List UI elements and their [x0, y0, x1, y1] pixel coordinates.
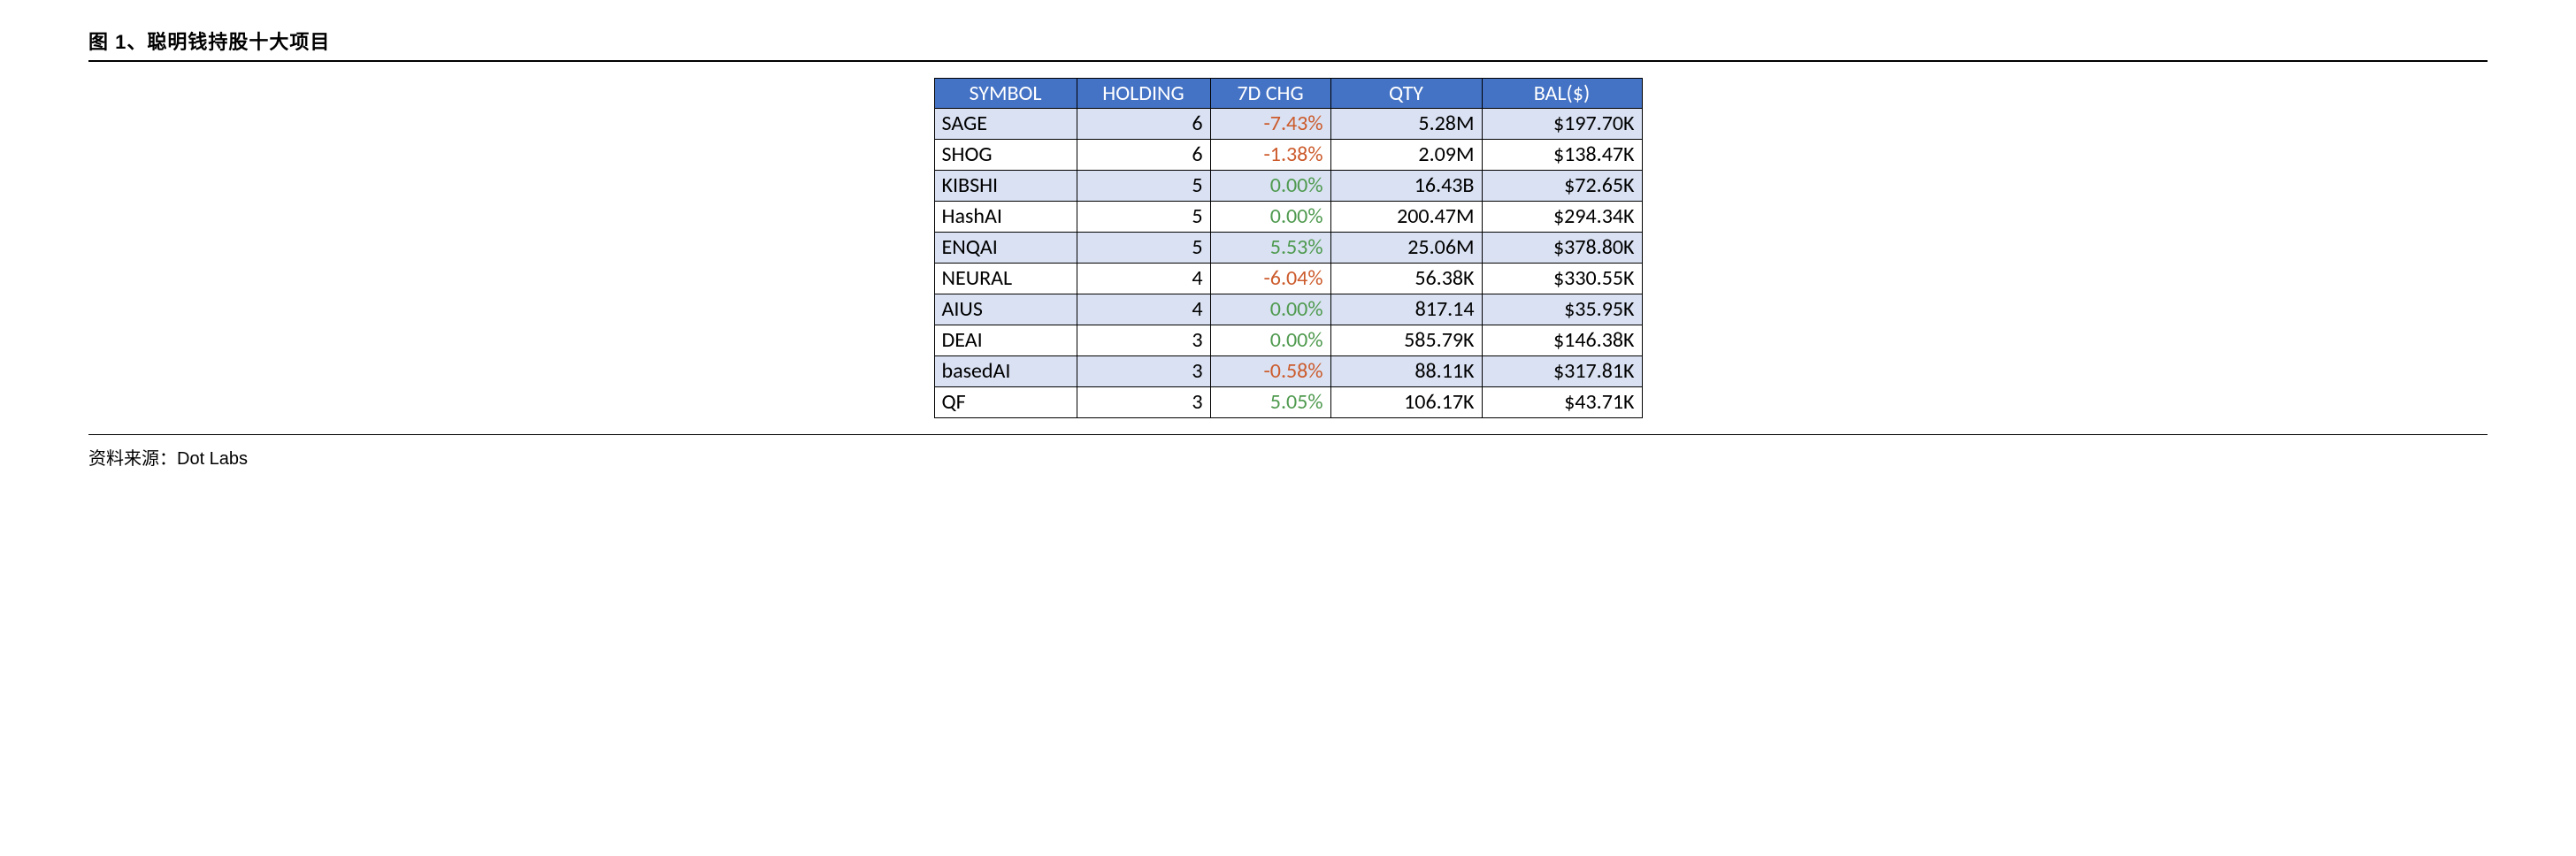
- source-value: Dot Labs: [177, 449, 248, 469]
- cell-qty: 25.06M: [1330, 233, 1482, 264]
- cell-holding: 5: [1077, 233, 1210, 264]
- cell-qty: 585.79K: [1330, 325, 1482, 356]
- cell-holding: 6: [1077, 140, 1210, 171]
- cell-symbol: SAGE: [934, 109, 1077, 140]
- cell-bal: $138.47K: [1482, 140, 1642, 171]
- cell-bal: $197.70K: [1482, 109, 1642, 140]
- cell-symbol: AIUS: [934, 294, 1077, 325]
- cell-holding: 4: [1077, 264, 1210, 294]
- col-header-bal: BAL($): [1482, 79, 1642, 109]
- cell-7d-chg: -7.43%: [1210, 109, 1330, 140]
- cell-7d-chg: 5.05%: [1210, 387, 1330, 418]
- table-row: NEURAL 4 -6.04% 56.38K $330.55K: [934, 264, 1642, 294]
- cell-bal: $72.65K: [1482, 171, 1642, 202]
- table-row: HashAI 5 0.00% 200.47M $294.34K: [934, 202, 1642, 233]
- table-row: basedAI 3 -0.58% 88.11K $317.81K: [934, 356, 1642, 387]
- table-container: SYMBOL HOLDING 7D CHG QTY BAL($) SAGE 6 …: [88, 62, 2488, 435]
- cell-qty: 5.28M: [1330, 109, 1482, 140]
- cell-bal: $378.80K: [1482, 233, 1642, 264]
- cell-symbol: NEURAL: [934, 264, 1077, 294]
- table-row: SHOG 6 -1.38% 2.09M $138.47K: [934, 140, 1642, 171]
- cell-7d-chg: -1.38%: [1210, 140, 1330, 171]
- col-header-holding: HOLDING: [1077, 79, 1210, 109]
- cell-bal: $146.38K: [1482, 325, 1642, 356]
- cell-qty: 88.11K: [1330, 356, 1482, 387]
- table-row: ENQAI 5 5.53% 25.06M $378.80K: [934, 233, 1642, 264]
- table-row: QF 3 5.05% 106.17K $43.71K: [934, 387, 1642, 418]
- cell-bal: $35.95K: [1482, 294, 1642, 325]
- cell-bal: $330.55K: [1482, 264, 1642, 294]
- cell-7d-chg: -0.58%: [1210, 356, 1330, 387]
- cell-symbol: HashAI: [934, 202, 1077, 233]
- cell-7d-chg: 0.00%: [1210, 171, 1330, 202]
- cell-holding: 3: [1077, 356, 1210, 387]
- cell-qty: 16.43B: [1330, 171, 1482, 202]
- table-row: SAGE 6 -7.43% 5.28M $197.70K: [934, 109, 1642, 140]
- cell-holding: 3: [1077, 325, 1210, 356]
- cell-7d-chg: 0.00%: [1210, 294, 1330, 325]
- cell-bal: $43.71K: [1482, 387, 1642, 418]
- figure-title: 图 1、聪明钱持股十大项目: [88, 27, 2488, 62]
- cell-symbol: basedAI: [934, 356, 1077, 387]
- cell-qty: 2.09M: [1330, 140, 1482, 171]
- holdings-table: SYMBOL HOLDING 7D CHG QTY BAL($) SAGE 6 …: [934, 78, 1643, 418]
- cell-7d-chg: 0.00%: [1210, 202, 1330, 233]
- col-header-symbol: SYMBOL: [934, 79, 1077, 109]
- source-line: 资料来源：Dot Labs: [88, 435, 2488, 470]
- table-row: DEAI 3 0.00% 585.79K $146.38K: [934, 325, 1642, 356]
- table-body: SAGE 6 -7.43% 5.28M $197.70K SHOG 6 -1.3…: [934, 109, 1642, 418]
- cell-symbol: SHOG: [934, 140, 1077, 171]
- cell-qty: 817.14: [1330, 294, 1482, 325]
- cell-bal: $317.81K: [1482, 356, 1642, 387]
- cell-holding: 4: [1077, 294, 1210, 325]
- cell-holding: 6: [1077, 109, 1210, 140]
- cell-symbol: DEAI: [934, 325, 1077, 356]
- cell-7d-chg: -6.04%: [1210, 264, 1330, 294]
- cell-qty: 200.47M: [1330, 202, 1482, 233]
- table-row: KIBSHI 5 0.00% 16.43B $72.65K: [934, 171, 1642, 202]
- col-header-qty: QTY: [1330, 79, 1482, 109]
- cell-qty: 106.17K: [1330, 387, 1482, 418]
- cell-holding: 5: [1077, 171, 1210, 202]
- col-header-7d-chg: 7D CHG: [1210, 79, 1330, 109]
- cell-symbol: KIBSHI: [934, 171, 1077, 202]
- table-header-row: SYMBOL HOLDING 7D CHG QTY BAL($): [934, 79, 1642, 109]
- source-label: 资料来源：: [88, 449, 177, 469]
- cell-7d-chg: 5.53%: [1210, 233, 1330, 264]
- cell-symbol: QF: [934, 387, 1077, 418]
- cell-qty: 56.38K: [1330, 264, 1482, 294]
- cell-symbol: ENQAI: [934, 233, 1077, 264]
- cell-holding: 3: [1077, 387, 1210, 418]
- cell-holding: 5: [1077, 202, 1210, 233]
- cell-7d-chg: 0.00%: [1210, 325, 1330, 356]
- cell-bal: $294.34K: [1482, 202, 1642, 233]
- table-row: AIUS 4 0.00% 817.14 $35.95K: [934, 294, 1642, 325]
